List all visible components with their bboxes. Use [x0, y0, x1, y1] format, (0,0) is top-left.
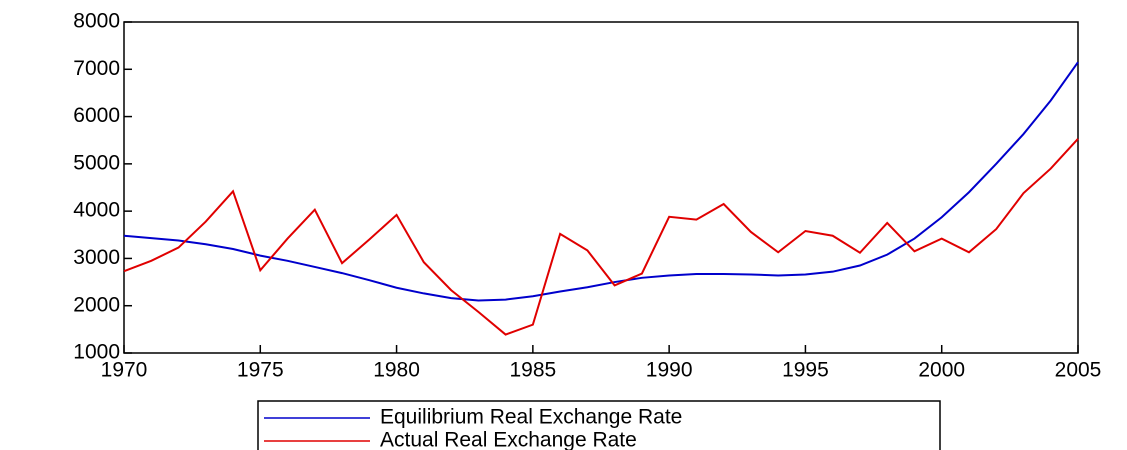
line-series — [123, 61, 1079, 302]
x-tick-label: 1980 — [373, 359, 420, 382]
y-tick-label: 8000 — [73, 10, 120, 33]
x-tick-label: 1985 — [509, 359, 556, 382]
x-tick-label: 1990 — [646, 359, 693, 382]
y-tick-label: 2000 — [73, 293, 120, 316]
y-tick-label: 1000 — [73, 341, 120, 364]
y-tick-label: 6000 — [73, 104, 120, 127]
y-tick-label: 3000 — [73, 246, 120, 269]
legend-label: Equilibrium Real Exchange Rate — [380, 406, 682, 429]
x-tick-label: 1995 — [782, 359, 829, 382]
y-tick-label: 4000 — [73, 199, 120, 222]
x-tick-label: 2000 — [918, 359, 965, 382]
x-tick-label: 1975 — [237, 359, 284, 382]
x-tick-label: 1970 — [101, 359, 148, 382]
y-tick-label: 5000 — [73, 151, 120, 174]
plot-frame — [123, 21, 1079, 354]
legend-box — [257, 400, 941, 450]
line-series — [123, 138, 1079, 336]
y-tick-label: 7000 — [73, 57, 120, 80]
legend-label: Actual Real Exchange Rate — [380, 429, 637, 450]
x-tick-label: 2005 — [1055, 359, 1102, 382]
